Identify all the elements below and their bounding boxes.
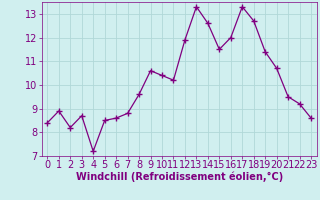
X-axis label: Windchill (Refroidissement éolien,°C): Windchill (Refroidissement éolien,°C) [76,172,283,182]
